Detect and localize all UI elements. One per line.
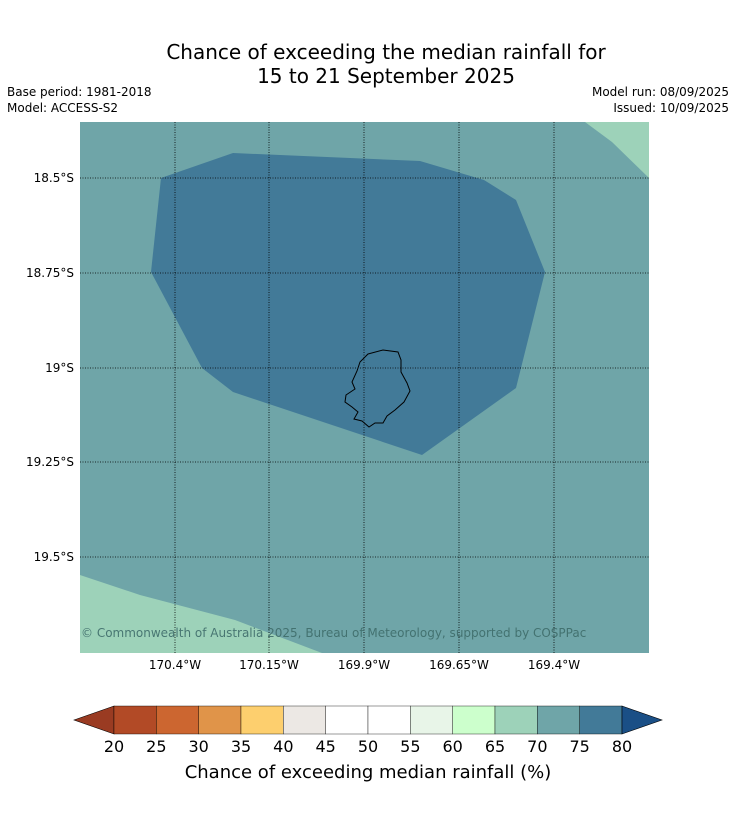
lat-label-2: 18.75°S [26, 266, 74, 280]
colorbar-tick-label: 70 [527, 737, 548, 756]
colorbar-segment [113, 705, 157, 735]
lon-gridlines [174, 122, 555, 653]
copyright-notice: © Commonwealth of Australia 2025, Bureau… [81, 626, 587, 640]
colorbar-segment [494, 705, 538, 735]
map-title-line1: Chance of exceeding the median rainfall … [166, 40, 606, 64]
colorbar-under-arrow [73, 705, 115, 735]
lat-label-1: 18.5°S [33, 171, 74, 185]
colorbar-tick-label: 30 [188, 737, 209, 756]
base-period: Base period: 1981-2018 [7, 85, 152, 99]
colorbar-segment [367, 705, 411, 735]
colorbar-over-arrow [621, 705, 663, 735]
colorbar-tick-label: 45 [315, 737, 336, 756]
colorbar-tick-label: 65 [484, 737, 506, 756]
lon-label-3: 169.9°W [337, 658, 391, 672]
lat-label-4: 19.25°S [26, 455, 74, 469]
meta-left: Base period: 1981-2018 Model: ACCESS-S2 [7, 84, 152, 116]
model-run: Model run: 08/09/2025 [591, 85, 729, 99]
colorbar-segment [240, 705, 284, 735]
colorbar-tick-label: 40 [273, 737, 294, 756]
lon-label-2: 170.15°W [239, 658, 299, 672]
meta-right: Model run: 08/09/2025 Issued: 10/09/2025 [592, 84, 729, 116]
model-name: Model: ACCESS-S2 [7, 101, 119, 115]
colorbar-segment [579, 705, 623, 735]
lon-label-4: 169.65°W [429, 658, 489, 672]
low-chance-region-ne [585, 122, 649, 178]
colorbar-segment [537, 705, 580, 735]
colorbar-segment [283, 705, 326, 735]
colorbar-tick-label: 75 [569, 737, 590, 756]
colorbar-segment [452, 705, 496, 735]
colorbar-tick-label: 20 [103, 737, 125, 756]
colorbar-tick-label: 60 [442, 737, 463, 756]
niue-coastline [344, 349, 411, 428]
colorbar-title: Chance of exceeding median rainfall (%) [184, 762, 552, 783]
lat-label-5: 19.5°S [33, 550, 74, 564]
colorbar-segment [410, 705, 453, 735]
colorbar-segment [156, 705, 199, 735]
colorbar-tick-label: 25 [146, 737, 167, 756]
colorbar-tick-label: 80 [611, 737, 633, 756]
map-title-line2: 15 to 21 September 2025 [257, 64, 515, 88]
colorbar [73, 705, 663, 735]
low-chance-region-sw [80, 575, 322, 653]
colorbar-tick-label: 50 [357, 737, 379, 756]
colorbar-segment [198, 705, 242, 735]
lon-label-5: 169.4°W [527, 658, 581, 672]
colorbar-tick-label: 55 [400, 737, 421, 756]
high-chance-region [151, 153, 545, 455]
lon-label-1: 170.4°W [148, 658, 202, 672]
issued-date: Issued: 10/09/2025 [613, 101, 729, 115]
colorbar-tick-label: 35 [230, 737, 252, 756]
lat-label-3: 19°S [45, 361, 74, 375]
colorbar-segment [325, 705, 369, 735]
